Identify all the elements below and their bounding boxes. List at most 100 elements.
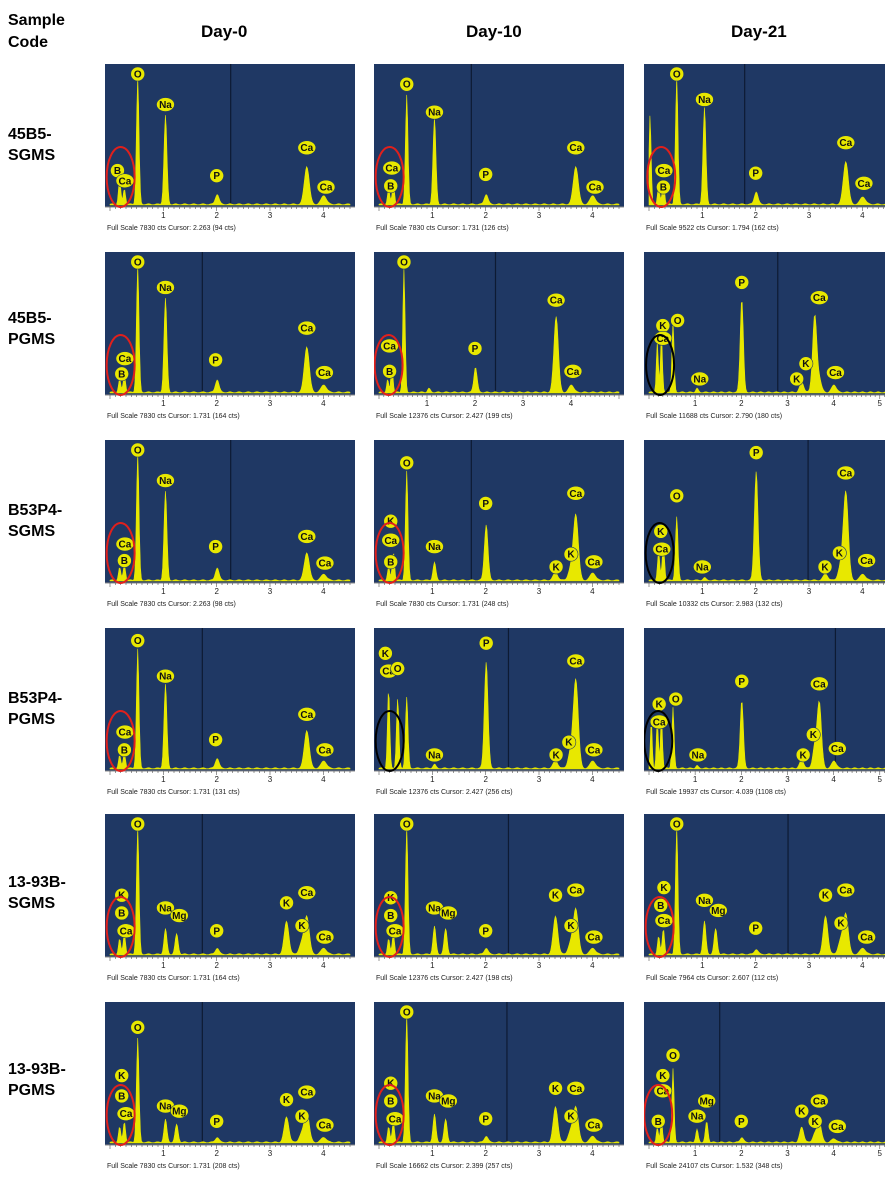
spectrum-panel-5-2: 1 2 3 4 O Na Mg P K Ca K Ca K B Ca Full Scale 12376 cts… [374, 814, 624, 982]
label-bubble [836, 135, 856, 150]
label-text: Ca [831, 744, 844, 755]
label-bubble [114, 1068, 130, 1083]
element-label-ca: Ca [297, 140, 317, 156]
label-text: Ca [588, 933, 601, 944]
full-scale-caption: Full Scale 11688 cts Cursor: 2.790 (180 … [646, 413, 783, 420]
x-tick-label: 2 [483, 1149, 488, 1158]
label-text: Na [159, 476, 172, 487]
element-label-na: Na [156, 97, 175, 112]
element-label-b: B [383, 554, 399, 570]
label-text: K [812, 1117, 820, 1128]
axis-strip [374, 583, 624, 597]
red-ring-annotation [374, 334, 404, 396]
element-label-na: Na [156, 668, 175, 684]
label-bubble [695, 92, 714, 107]
axis-strip [644, 1145, 885, 1159]
label-text: B [121, 556, 128, 567]
element-label-b: B [114, 366, 130, 382]
plot-background [374, 628, 624, 771]
axis-strip [374, 207, 624, 221]
label-bubble [478, 923, 493, 939]
label-bubble [807, 1114, 823, 1129]
label-bubble [650, 1114, 666, 1129]
label-text: Ca [119, 176, 132, 187]
element-label-ca: Ca [115, 351, 135, 366]
element-label-p: P [734, 673, 750, 689]
x-tick-label: 2 [483, 587, 488, 596]
label-text: O [134, 1023, 142, 1034]
x-tick-label: 2 [753, 211, 758, 220]
label-text: B [387, 557, 394, 568]
x-tick-label: 4 [590, 961, 595, 970]
element-label-o: O [669, 66, 685, 82]
element-label-b: B [114, 1088, 130, 1104]
black-ring-annotation [644, 710, 674, 772]
element-label-k: K [789, 371, 804, 387]
x-tick-label: 2 [739, 399, 744, 408]
label-bubble [294, 918, 310, 933]
label-bubble [208, 539, 223, 554]
spectrum-panel-1-1: 1 2 3 4 O Na P Ca Ca B Ca Full Scale 7830 cts Curso… [105, 64, 355, 232]
x-tick-label: 3 [537, 587, 542, 596]
plot-background [105, 64, 355, 207]
label-text: P [213, 1117, 220, 1128]
label-bubble [399, 455, 415, 471]
label-bubble [687, 1108, 707, 1124]
element-label-k: K [832, 545, 847, 561]
label-text: Ca [300, 1088, 313, 1099]
x-tick-label: 2 [739, 775, 744, 784]
label-bubble [156, 473, 175, 488]
spectrum-trace [648, 700, 885, 770]
element-label-o: O [665, 1047, 681, 1063]
element-label-k: K [833, 915, 849, 931]
element-label-k: K [279, 895, 294, 911]
element-label-k: K [656, 880, 672, 895]
element-label-o: O [670, 313, 685, 328]
black-ring-annotation [644, 522, 675, 584]
label-text: Na [428, 542, 441, 553]
label-text: Na [159, 903, 172, 914]
label-bubble [170, 908, 189, 923]
label-bubble [156, 97, 175, 112]
label-bubble [653, 524, 669, 539]
x-tick-label: 2 [214, 775, 219, 784]
element-label-b: B [383, 178, 399, 194]
label-bubble [425, 539, 444, 554]
x-tick-label: 2 [753, 961, 758, 970]
label-bubble [828, 741, 847, 756]
label-bubble [130, 1020, 146, 1035]
red-ring-annotation [374, 146, 405, 208]
element-label-k: K [114, 1068, 130, 1083]
element-label-na: Na [156, 473, 175, 488]
full-scale-caption: Full Scale 16662 cts Cursor: 2.399 (257 … [376, 1163, 513, 1170]
element-label-ca: Ca [584, 929, 604, 945]
plot-background [105, 440, 355, 583]
element-label-k: K [548, 887, 563, 903]
header-day-0: Day-0 [201, 22, 248, 41]
label-text: Ca [319, 933, 332, 944]
label-bubble [170, 1103, 189, 1119]
element-label-ca: Ca [652, 541, 672, 557]
label-bubble [810, 676, 829, 692]
label-text: K [552, 562, 560, 573]
x-tick-label: 2 [483, 961, 488, 970]
spectrum-panel-4-1: 1 2 3 4 O Na P Ca Ca Ca B Full Scale 7830 cts Curso… [105, 628, 355, 796]
element-label-mg: Mg [697, 1093, 716, 1109]
label-bubble [734, 1114, 749, 1129]
label-text: O [674, 316, 682, 327]
label-text: K [659, 321, 667, 332]
label-text: Ca [588, 745, 601, 756]
axis-strip [105, 395, 355, 409]
axis-strip [105, 207, 355, 221]
label-text: Ca [300, 324, 313, 335]
element-label-ca: Ca [315, 555, 335, 571]
label-bubble [315, 742, 335, 758]
x-tick-label: 3 [537, 1149, 542, 1158]
black-ring-annotation [645, 334, 676, 396]
label-text: Ca [860, 556, 873, 567]
red-ring-annotation [105, 146, 136, 208]
x-tick-label: 5 [878, 1149, 883, 1158]
x-tick-label: 1 [161, 775, 166, 784]
label-bubble [654, 163, 674, 178]
